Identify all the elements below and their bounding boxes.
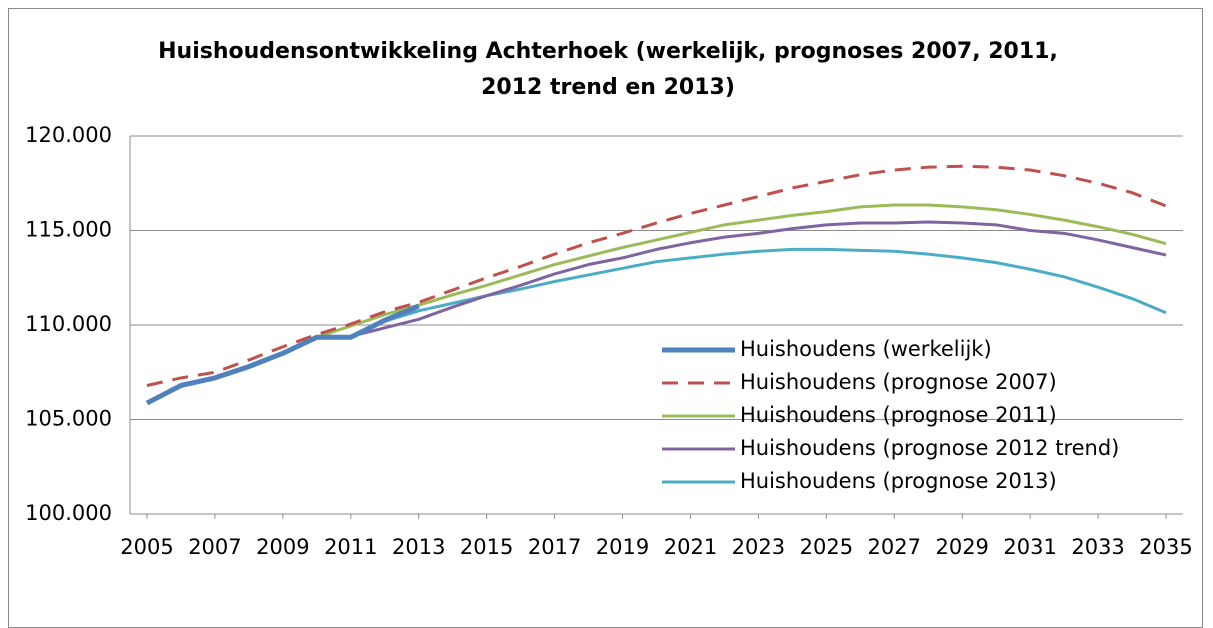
legend-label: Huishoudens (werkelijk) xyxy=(740,337,992,361)
series-line xyxy=(350,220,1167,338)
legend-label: Huishoudens (prognose 2013) xyxy=(740,469,1057,493)
x-tick-label: 2025 xyxy=(800,535,853,559)
x-tick-label: 2013 xyxy=(392,535,445,559)
x-tick-label: 2031 xyxy=(1003,535,1056,559)
x-tick-label: 2029 xyxy=(935,535,988,559)
x-tick-label: 2033 xyxy=(1071,535,1124,559)
chart-title: Huishoudensontwikkeling Achterhoek (werk… xyxy=(158,39,1058,100)
y-tick-label: 105.000 xyxy=(25,407,112,431)
x-tick-label: 2007 xyxy=(188,535,241,559)
x-tick-label: 2035 xyxy=(1139,535,1192,559)
x-tick-label: 2019 xyxy=(596,535,649,559)
x-tick-label: 2027 xyxy=(868,535,921,559)
x-tick-label: 2005 xyxy=(120,535,173,559)
legend-label: Huishoudens (prognose 2011) xyxy=(740,403,1057,427)
y-tick-label: 120.000 xyxy=(25,123,112,147)
x-tick-label: 2009 xyxy=(256,535,309,559)
series-line xyxy=(145,303,420,406)
series-line xyxy=(146,164,1167,387)
series-line xyxy=(316,203,1167,339)
x-tick-label: 2021 xyxy=(664,535,717,559)
x-tick-label: 2023 xyxy=(732,535,785,559)
x-tick-label: 2017 xyxy=(528,535,581,559)
y-tick-label: 100.000 xyxy=(25,501,112,525)
series-line xyxy=(384,247,1167,323)
y-tick-label: 115.000 xyxy=(25,218,112,242)
legend-label: Huishoudens (prognose 2012 trend) xyxy=(740,436,1119,460)
x-tick-label: 2011 xyxy=(324,535,377,559)
x-tick-label: 2015 xyxy=(460,535,513,559)
legend-label: Huishoudens (prognose 2007) xyxy=(740,370,1057,394)
y-tick-label: 110.000 xyxy=(25,312,112,336)
